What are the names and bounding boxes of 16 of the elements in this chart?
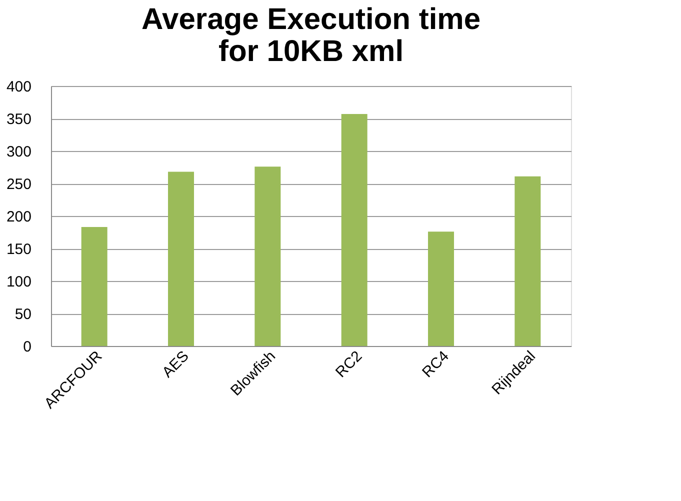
bar [254,166,281,346]
bar [341,114,368,346]
bar [168,172,194,346]
bar [428,232,454,346]
y-tick-label: 100 [6,274,32,290]
y-tick-label: 400 [6,78,32,96]
y-tick-label: 250 [6,176,32,193]
y-tick-label: 200 [6,208,32,226]
y-tick-label: 350 [6,111,32,128]
y-tick-label: 300 [6,144,32,160]
bar [81,227,108,346]
y-tick-label: 150 [6,241,32,258]
y-tick-label: 50 [14,306,32,323]
bar [514,176,541,346]
chart-title: Average Execution time for 10KB xml [141,3,481,68]
y-tick-label: 0 [23,338,32,356]
